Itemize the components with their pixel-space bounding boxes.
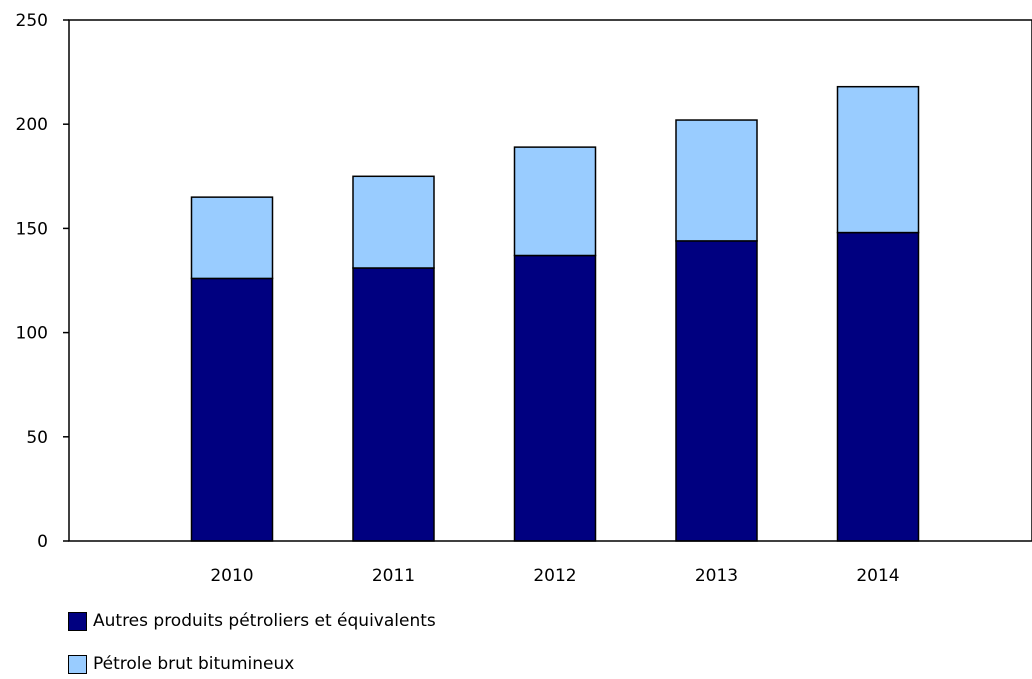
bar-petrole-brut-2014 <box>836 85 920 234</box>
bar-autres-produits-2012 <box>513 254 597 542</box>
y-tick-label: 100 <box>16 324 48 344</box>
bar-autres-produits-2013 <box>675 240 758 542</box>
legend-swatch-petrole-brut <box>68 654 87 674</box>
y-tick-label: 250 <box>16 11 48 31</box>
bar-autres-produits-2014 <box>836 231 920 542</box>
bar-petrole-brut-2013 <box>675 119 758 242</box>
y-axis-ticks: 0 50 100 150 200 250 <box>16 11 69 552</box>
bar-petrole-brut-2012 <box>513 146 597 257</box>
y-tick-label: 50 <box>26 428 48 448</box>
legend-swatch-autres-produits <box>68 611 87 631</box>
y-tick-label: 0 <box>37 532 48 552</box>
plot-frame <box>68 19 1032 542</box>
legend-label-petrole-brut: Pétrole brut bitumineux <box>93 654 295 674</box>
x-tick-label: 2014 <box>856 566 899 586</box>
legend-item-petrole-brut: Pétrole brut bitumineux <box>68 654 294 674</box>
legend-label-autres-produits: Autres produits pétroliers et équivalent… <box>93 611 436 631</box>
bar-petrole-brut-2010 <box>190 196 274 280</box>
bar-petrole-brut-2011 <box>352 175 435 269</box>
x-tick-label: 2010 <box>210 566 253 586</box>
bar-autres-produits-2011 <box>352 267 435 542</box>
y-tick-label: 150 <box>16 219 48 239</box>
x-tick-label: 2012 <box>533 566 576 586</box>
x-tick-label: 2011 <box>372 566 415 586</box>
bar-autres-produits-2010 <box>190 277 274 542</box>
bars-group <box>190 85 920 542</box>
y-tick-label: 200 <box>16 115 48 135</box>
chart-area: 0 50 100 150 200 250 2010 2011 2012 2013 2014 <box>16 11 1032 586</box>
x-axis-ticks: 2010 2011 2012 2013 2014 <box>210 566 899 586</box>
x-tick-label: 2013 <box>695 566 738 586</box>
legend-item-autres-produits: Autres produits pétroliers et équivalent… <box>68 611 436 631</box>
